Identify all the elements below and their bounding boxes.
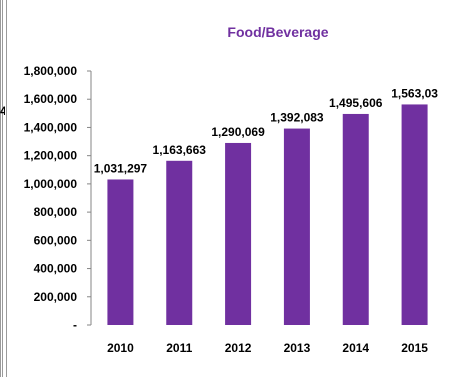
y-tick-label: 1,800,000 (24, 64, 78, 78)
bar-2011 (166, 160, 193, 325)
data-label-2010: 1,031,297 (94, 161, 148, 175)
y-tick-label: 1,400,000 (24, 120, 78, 134)
bar-2015 (401, 104, 428, 325)
x-tick-label-2014: 2014 (342, 341, 369, 355)
data-label-2015: 1,563,03 (391, 86, 438, 100)
frame-border-left (0, 0, 3, 377)
bar-2014 (342, 113, 369, 326)
y-tick-label: 400,000 (34, 262, 78, 276)
clipped-edge-label: 4 (0, 104, 5, 118)
bar-2010 (107, 179, 134, 325)
x-tick-label-2011: 2011 (166, 341, 192, 355)
chart-title: Food/Beverage (227, 24, 329, 40)
y-tick-label: 800,000 (34, 205, 78, 219)
data-label-2011: 1,163,663 (153, 143, 207, 157)
bar-2012 (225, 142, 252, 325)
data-label-2012: 1,290,069 (211, 125, 265, 139)
bar-2013 (283, 128, 310, 325)
data-label-2014: 1,495,606 (329, 96, 383, 110)
y-tick-label: 200,000 (34, 290, 78, 304)
x-tick-label-2013: 2013 (284, 341, 311, 355)
data-label-2013: 1,392,083 (270, 111, 324, 125)
frame-border-inner (6, 0, 7, 377)
x-tick-label-2015: 2015 (401, 341, 428, 355)
x-tick-label-2012: 2012 (225, 341, 252, 355)
x-tick-label-2010: 2010 (107, 341, 134, 355)
y-tick-label: 1,200,000 (24, 149, 78, 163)
y-tick-label: 600,000 (34, 233, 78, 247)
y-tick-label: 1,000,000 (24, 177, 78, 191)
y-tick-label: - (73, 318, 77, 332)
y-tick-label: 1,600,000 (24, 92, 78, 106)
